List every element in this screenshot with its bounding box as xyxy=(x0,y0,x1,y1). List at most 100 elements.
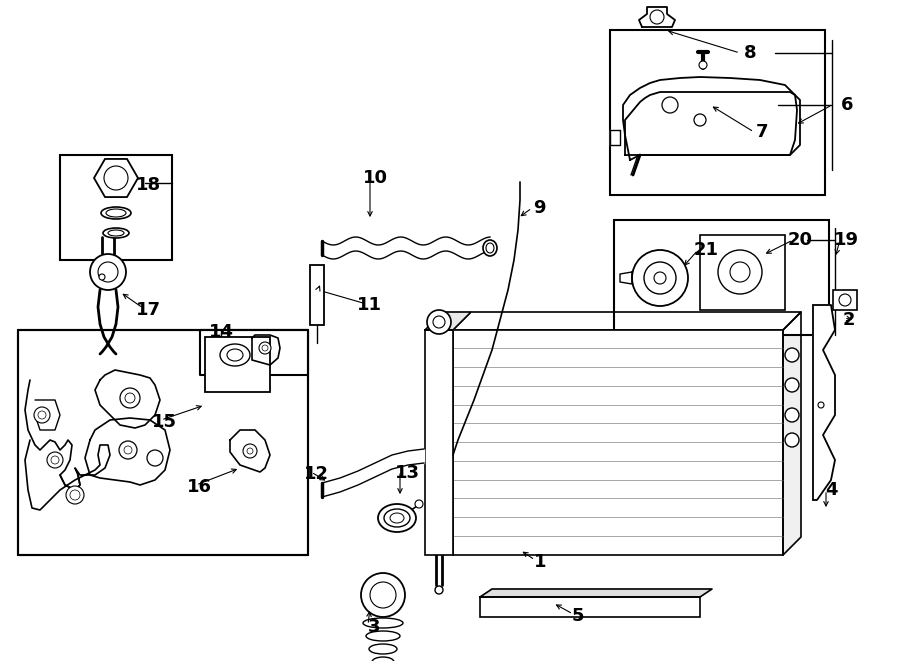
Polygon shape xyxy=(625,92,800,155)
Bar xyxy=(205,337,270,392)
Circle shape xyxy=(415,500,423,508)
Circle shape xyxy=(785,408,799,422)
Circle shape xyxy=(650,10,664,24)
Ellipse shape xyxy=(483,240,497,256)
Circle shape xyxy=(47,452,63,468)
Text: 15: 15 xyxy=(151,413,176,431)
Text: 1: 1 xyxy=(534,553,546,571)
Ellipse shape xyxy=(384,509,410,527)
Circle shape xyxy=(120,388,140,408)
Circle shape xyxy=(699,61,707,69)
Ellipse shape xyxy=(366,631,400,641)
Polygon shape xyxy=(639,7,675,27)
Circle shape xyxy=(90,254,126,290)
Circle shape xyxy=(124,446,132,454)
Text: 19: 19 xyxy=(833,231,859,249)
Circle shape xyxy=(66,486,84,504)
Circle shape xyxy=(38,411,46,419)
Ellipse shape xyxy=(372,657,394,661)
Ellipse shape xyxy=(106,209,126,217)
Circle shape xyxy=(147,450,163,466)
Circle shape xyxy=(654,272,666,284)
Polygon shape xyxy=(620,272,632,284)
Text: 3: 3 xyxy=(368,618,380,636)
Polygon shape xyxy=(480,589,712,597)
Text: 17: 17 xyxy=(136,301,160,319)
Bar xyxy=(425,330,453,555)
Circle shape xyxy=(632,250,688,306)
Circle shape xyxy=(730,262,750,282)
Ellipse shape xyxy=(378,504,416,532)
Bar xyxy=(18,330,308,555)
Ellipse shape xyxy=(103,228,129,238)
Bar xyxy=(453,330,783,555)
Circle shape xyxy=(818,402,824,408)
Circle shape xyxy=(785,348,799,362)
Circle shape xyxy=(98,262,118,282)
Circle shape xyxy=(51,456,59,464)
Text: 9: 9 xyxy=(533,199,545,217)
Bar xyxy=(610,30,825,195)
Bar xyxy=(60,155,172,260)
Text: 7: 7 xyxy=(756,123,769,141)
Text: 6: 6 xyxy=(841,96,853,114)
Text: 8: 8 xyxy=(743,44,756,62)
Text: 14: 14 xyxy=(209,323,233,341)
Circle shape xyxy=(785,378,799,392)
Polygon shape xyxy=(85,418,170,485)
Text: 11: 11 xyxy=(356,296,382,314)
Ellipse shape xyxy=(369,644,397,654)
Circle shape xyxy=(370,582,396,608)
Circle shape xyxy=(70,490,80,500)
Polygon shape xyxy=(813,305,835,500)
Ellipse shape xyxy=(390,513,404,523)
Circle shape xyxy=(247,448,253,454)
Bar xyxy=(700,235,785,310)
Ellipse shape xyxy=(227,349,243,361)
Ellipse shape xyxy=(363,618,403,628)
Text: 5: 5 xyxy=(572,607,584,625)
Circle shape xyxy=(243,444,257,458)
Text: 20: 20 xyxy=(788,231,813,249)
Circle shape xyxy=(262,345,268,351)
Polygon shape xyxy=(610,130,620,145)
Circle shape xyxy=(119,441,137,459)
Bar xyxy=(833,290,857,310)
Bar xyxy=(310,265,324,325)
Text: 21: 21 xyxy=(694,241,718,259)
Ellipse shape xyxy=(220,344,250,366)
Circle shape xyxy=(361,573,405,617)
Text: 18: 18 xyxy=(135,176,160,194)
Circle shape xyxy=(427,310,451,334)
Text: 13: 13 xyxy=(394,464,419,482)
Circle shape xyxy=(125,393,135,403)
Circle shape xyxy=(259,342,271,354)
Polygon shape xyxy=(453,312,801,330)
Ellipse shape xyxy=(108,230,124,236)
Circle shape xyxy=(433,316,445,328)
Circle shape xyxy=(662,97,678,113)
Circle shape xyxy=(785,433,799,447)
Polygon shape xyxy=(95,370,160,428)
Bar xyxy=(480,597,700,617)
Text: 2: 2 xyxy=(842,311,855,329)
Polygon shape xyxy=(783,312,801,555)
Circle shape xyxy=(718,250,762,294)
Circle shape xyxy=(104,166,128,190)
Polygon shape xyxy=(623,77,797,160)
Polygon shape xyxy=(425,312,471,330)
Text: 16: 16 xyxy=(186,478,211,496)
Bar xyxy=(200,330,308,375)
Circle shape xyxy=(644,262,676,294)
Text: 12: 12 xyxy=(303,465,328,483)
Text: 10: 10 xyxy=(363,169,388,187)
Ellipse shape xyxy=(101,207,131,219)
Bar xyxy=(614,220,829,335)
Circle shape xyxy=(694,114,706,126)
Circle shape xyxy=(839,294,851,306)
Ellipse shape xyxy=(486,243,494,253)
Polygon shape xyxy=(252,335,280,365)
Circle shape xyxy=(34,407,50,423)
Circle shape xyxy=(435,586,443,594)
Text: 4: 4 xyxy=(824,481,837,499)
